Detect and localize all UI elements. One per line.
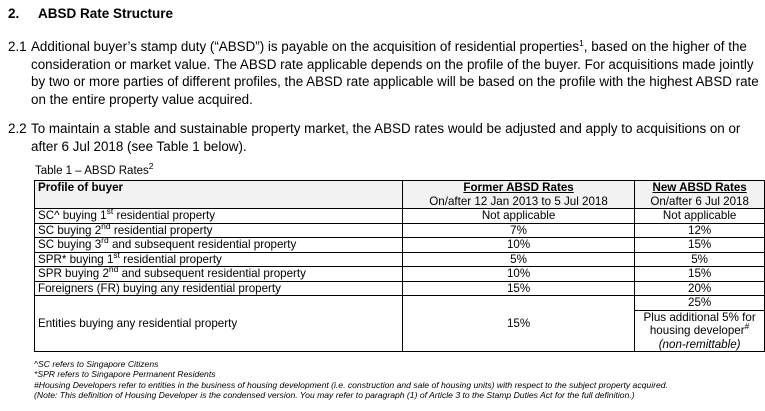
- header-former-title: Former ABSD Rates: [463, 181, 574, 194]
- paragraph-text: Additional buyer’s stamp duty (“ABSD”) i…: [31, 38, 761, 108]
- table-row: SC buying 2nd residential property 7% 12…: [34, 220, 765, 238]
- profile-text: SPR buying 2: [38, 267, 109, 280]
- paragraph-text-part: Additional buyer’s stamp duty (“ABSD”) i…: [31, 39, 580, 54]
- table-notes: ^SC refers to Singapore Citizens *SPR re…: [34, 359, 668, 401]
- former-rate-cell: 7%: [401, 222, 636, 238]
- paragraph-number: 2.2: [8, 121, 27, 136]
- table-row: SC^ buying 1st residential property Not …: [34, 206, 765, 224]
- header-former-period: On/after 12 Jan 2013 to 5 Jul 2018: [429, 194, 608, 208]
- profile-text: residential property: [113, 209, 216, 222]
- former-rate-cell: 10%: [401, 266, 636, 282]
- table-caption: Table 1 – ABSD Rates2: [35, 162, 154, 177]
- section-title: ABSD Rate Structure: [38, 6, 174, 21]
- new-rate-cell: 15%: [634, 266, 765, 282]
- profile-cell: SC buying 2nd residential property: [34, 220, 403, 238]
- table-row: SC buying 3rd and subsequent residential…: [34, 235, 765, 253]
- header-new-period: On/after 6 Jul 2018: [650, 194, 749, 208]
- table-row: Foreigners (FR) buying any residential p…: [34, 280, 765, 296]
- table-row: SPR buying 2nd and subsequent residentia…: [34, 264, 765, 282]
- profile-text: SC^ buying 1: [38, 209, 107, 222]
- footnote-ref: 2: [148, 161, 154, 171]
- new-rate-cell: Not applicable: [634, 208, 765, 224]
- new-rate-cell: 5%: [634, 251, 765, 267]
- profile-cell: SC buying 3rd and subsequent residential…: [34, 235, 403, 253]
- profile-text: SPR* buying 1: [38, 252, 114, 266]
- note-line: (Note: This definition of Housing Develo…: [34, 390, 635, 401]
- new-rate-extra: Plus additional 5% for: [643, 310, 756, 324]
- profile-cell: SPR* buying 1st residential property: [34, 249, 403, 267]
- profile-text: SC buying 2: [38, 223, 102, 237]
- new-rate-cell: 25% Plus additional 5% for housing devel…: [634, 295, 765, 352]
- header-profile: Profile of buyer: [34, 180, 403, 209]
- paragraph-text-part: , based on the higher of the considerati…: [31, 39, 759, 107]
- ordinal-suffix: rd: [101, 235, 109, 245]
- profile-cell: Entities buying any residential property: [34, 295, 403, 352]
- table-row: SPR* buying 1st residential property 5% …: [34, 249, 765, 267]
- profile-text: and subsequent residential property: [108, 238, 297, 251]
- profile-text: residential property: [120, 252, 222, 266]
- new-rate-base: 25%: [635, 296, 764, 311]
- paragraph-text: To maintain a stable and sustainable pro…: [31, 121, 741, 154]
- new-rate-cell: 15%: [634, 237, 765, 253]
- new-rate-extra-note: (non-remittable): [658, 337, 741, 351]
- footnote-ref: #: [744, 321, 750, 331]
- header-former: Former ABSD Rates On/after 12 Jan 2013 to…: [401, 180, 636, 209]
- table-row-entities: Entities buying any residential property…: [34, 295, 765, 352]
- note-line: #Housing Developers refer to entities in…: [34, 379, 668, 390]
- ordinal-suffix: st: [113, 249, 121, 260]
- profile-cell: SPR buying 2nd and subsequent residentia…: [34, 264, 403, 282]
- profile-text: residential property: [110, 223, 213, 237]
- footnote-ref: 1: [579, 38, 584, 48]
- new-rate-cell: 12%: [634, 222, 765, 238]
- former-rate-cell: 10%: [401, 237, 636, 253]
- section-number: 2.: [8, 6, 20, 21]
- profile-text: SC buying 3: [38, 238, 102, 251]
- ordinal-suffix: st: [106, 206, 114, 216]
- paragraph-number: 2.1: [8, 39, 27, 54]
- header-new: New ABSD Rates On/after 6 Jul 2018: [634, 180, 765, 209]
- former-rate-cell: Not applicable: [401, 208, 636, 224]
- paragraph-2-1: 2.1 Additional buyer’s stamp duty (“ABSD…: [8, 38, 761, 108]
- absd-rates-table: Profile of buyer Former ABSD Rates On/aft…: [34, 180, 765, 352]
- profile-text: and subsequent residential property: [118, 267, 306, 280]
- profile-cell: SC^ buying 1st residential property: [34, 206, 403, 224]
- profile-text: Foreigners (FR) buying any residential p…: [38, 281, 281, 295]
- ordinal-suffix: nd: [108, 264, 119, 274]
- note-line: *SPR refers to Singapore Permanent Resid…: [34, 369, 216, 380]
- new-rate-extra: housing developer#: [638, 321, 761, 338]
- table-header-row: Profile of buyer Former ABSD Rates On/aft…: [34, 180, 765, 209]
- former-rate-cell: 5%: [401, 251, 636, 267]
- table-caption-text: Table 1 – ABSD Rates: [35, 165, 149, 177]
- note-line: ^SC refers to Singapore Citizens: [34, 359, 159, 369]
- former-rate-cell: 15%: [401, 295, 636, 352]
- new-rate-extra-text: housing developer: [649, 324, 745, 337]
- former-rate-cell: 15%: [401, 280, 636, 296]
- section-heading: 2. ABSD Rate Structure: [8, 6, 173, 21]
- new-rate-cell: 20%: [634, 280, 765, 296]
- profile-cell: Foreigners (FR) buying any residential p…: [34, 280, 403, 296]
- header-new-title: New ABSD Rates: [652, 181, 747, 194]
- paragraph-2-2: 2.2 To maintain a stable and sustainable…: [8, 120, 761, 155]
- ordinal-suffix: nd: [101, 220, 111, 231]
